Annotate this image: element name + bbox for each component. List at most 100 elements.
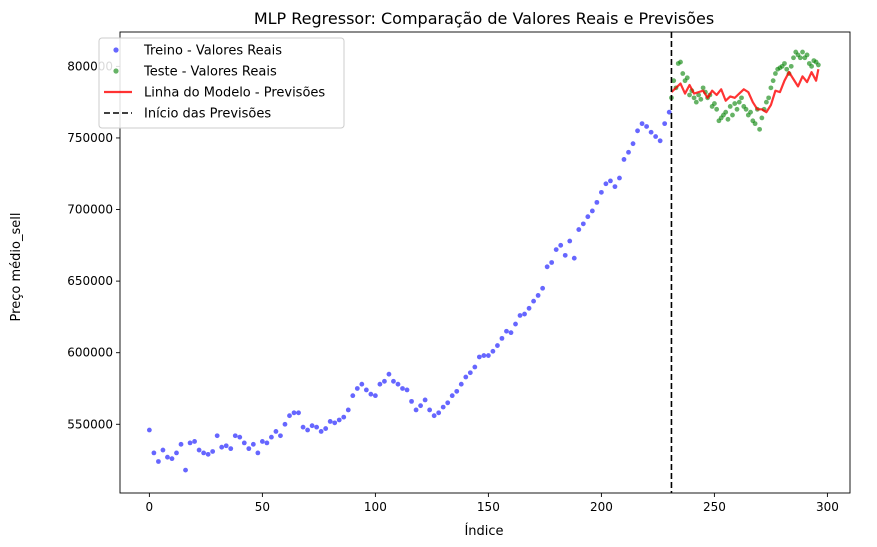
data-point	[404, 387, 410, 393]
x-tick-label: 100	[364, 500, 387, 514]
data-point	[431, 413, 437, 419]
data-point	[788, 63, 794, 69]
data-point	[635, 128, 640, 134]
data-point	[644, 124, 649, 129]
data-point	[187, 440, 193, 446]
data-point	[178, 441, 184, 447]
prediction-line	[670, 69, 820, 114]
data-point	[678, 59, 683, 65]
data-point	[467, 370, 473, 376]
data-point	[712, 101, 717, 106]
data-point	[205, 451, 211, 457]
data-point	[526, 305, 532, 311]
data-point	[608, 178, 613, 184]
data-point	[732, 101, 738, 106]
data-point	[282, 421, 288, 427]
data-point	[287, 413, 292, 419]
data-point	[427, 407, 433, 413]
data-point	[797, 55, 803, 61]
data-point	[259, 439, 265, 444]
plot-frame	[119, 31, 851, 494]
data-point	[269, 434, 274, 440]
data-point	[617, 175, 622, 181]
data-point	[691, 95, 697, 101]
data-point	[300, 424, 306, 430]
data-point	[490, 348, 496, 354]
data-point	[576, 227, 582, 232]
legend-marker	[113, 68, 119, 74]
data-point	[504, 328, 509, 334]
y-axis-label: Preço médio_sell	[9, 213, 24, 322]
data-point	[291, 410, 297, 416]
data-point	[752, 121, 758, 127]
data-point	[553, 247, 559, 253]
data-point	[727, 104, 733, 109]
data-point	[201, 450, 207, 456]
data-point	[571, 255, 577, 261]
data-point	[192, 439, 197, 444]
legend-label: Início das Previsões	[144, 107, 271, 122]
data-point	[323, 426, 329, 431]
data-point	[549, 260, 555, 265]
data-point	[440, 404, 446, 410]
data-point	[626, 149, 631, 155]
y-tick-label: 650000	[67, 274, 113, 288]
data-point	[345, 407, 351, 413]
data-point	[183, 467, 188, 473]
data-point	[666, 109, 672, 115]
data-point	[736, 99, 742, 105]
y-tick-label: 550000	[67, 417, 113, 431]
data-point	[264, 440, 270, 446]
data-point	[687, 92, 692, 98]
data-point	[327, 419, 333, 424]
x-tick-label: 0	[146, 500, 154, 514]
data-point	[770, 78, 776, 84]
data-point	[714, 106, 720, 112]
data-point	[508, 330, 514, 336]
data-point	[165, 454, 170, 460]
data-point	[359, 381, 365, 387]
data-point	[241, 440, 247, 446]
data-point	[773, 71, 778, 76]
data-point	[219, 444, 225, 450]
data-point	[458, 381, 464, 387]
data-point	[759, 115, 765, 121]
data-point	[603, 181, 609, 187]
data-point	[800, 49, 805, 55]
data-point	[766, 95, 772, 101]
data-point	[341, 414, 347, 420]
data-point	[314, 424, 320, 430]
data-point	[174, 450, 179, 456]
data-point	[296, 410, 301, 416]
data-point	[422, 397, 428, 403]
data-point	[612, 184, 618, 190]
data-point	[377, 381, 383, 387]
data-point	[585, 214, 591, 220]
data-point	[499, 335, 505, 341]
legend-item: Treino - Valores Reais	[113, 44, 282, 59]
data-point	[809, 63, 814, 69]
data-point	[305, 427, 310, 433]
data-point	[495, 343, 500, 348]
chart-title: MLP Regressor: Comparação de Valores Rea…	[254, 9, 714, 28]
data-point	[386, 371, 392, 377]
data-point	[567, 238, 573, 244]
data-point	[354, 386, 360, 391]
data-point	[734, 106, 740, 112]
series-0	[146, 109, 672, 473]
data-point	[255, 450, 261, 456]
data-point	[739, 95, 744, 101]
data-point	[648, 129, 654, 135]
data-point	[318, 429, 324, 434]
data-point	[146, 427, 152, 433]
data-point	[309, 423, 315, 429]
data-point	[418, 403, 423, 409]
data-point	[684, 75, 690, 81]
data-point	[169, 456, 175, 462]
data-point	[485, 353, 491, 358]
data-point	[594, 199, 600, 205]
data-point	[210, 449, 216, 454]
data-point	[630, 141, 636, 147]
data-point	[372, 393, 378, 399]
